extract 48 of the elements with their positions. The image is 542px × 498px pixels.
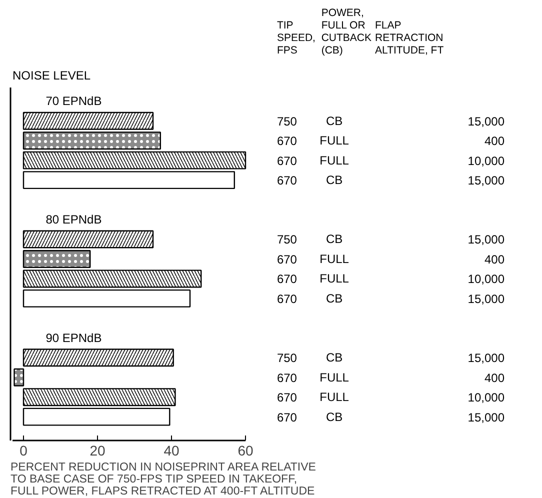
text: 15,000	[468, 174, 505, 188]
x-tick-label: 40	[164, 442, 180, 458]
text: CB	[326, 410, 343, 424]
text: 670	[276, 154, 298, 168]
text: 750	[276, 351, 298, 366]
x-tick-label: 0	[20, 442, 28, 458]
y-tick-label: 70 EPNdB	[46, 94, 102, 108]
text: 670	[276, 390, 298, 405]
text: FULL	[320, 252, 350, 266]
text: 670	[276, 292, 298, 306]
y-tick-label: 80 EPNdB	[46, 212, 102, 227]
text: 670	[276, 134, 298, 148]
text: CB	[326, 291, 343, 306]
text: CB	[326, 350, 343, 365]
text: TIP SPEED, FPS	[276, 20, 316, 57]
text: 15,000	[468, 114, 505, 128]
text: 750	[276, 232, 298, 247]
x-axis-title: PERCENT REDUCTION IN NOISEPRINT AREA RELATIVE TO BASE CASE OF 750-FPS TIP SPEED IN TAKEOFF, FULL POWER, FLAPS RETRACTED AT 400-FT ALTITUDE	[10, 462, 316, 498]
text: 10,000	[468, 272, 505, 286]
text: FULL	[320, 370, 350, 384]
text: 400	[484, 370, 505, 385]
y-tick-label: 90 EPNdB	[46, 330, 102, 345]
text: FULL	[320, 153, 350, 168]
text: CB	[326, 173, 343, 188]
text: FULL	[320, 390, 350, 404]
text: 670	[276, 370, 298, 385]
text: CB	[326, 232, 343, 246]
text: FULL	[320, 272, 350, 286]
text: 400	[484, 134, 505, 148]
text: 670	[276, 272, 298, 286]
text: 670	[276, 410, 298, 424]
y-axis-title: NOISE LEVEL	[12, 68, 91, 82]
text: FLAP RETRACTION ALTITUDE, FT	[375, 20, 444, 57]
text: 670	[276, 174, 298, 188]
text: 15,000	[468, 351, 505, 366]
x-tick-label: 60	[238, 442, 254, 458]
text: 15,000	[468, 292, 505, 306]
text: 400	[484, 252, 505, 266]
x-tick-label: 20	[90, 442, 106, 458]
text: 10,000	[468, 390, 505, 405]
text: 15,000	[468, 410, 505, 424]
text: POWER, FULL OR CUTBACK (CB)	[321, 6, 372, 57]
text: 750	[276, 114, 298, 128]
text: FULL	[320, 134, 350, 148]
text: 15,000	[468, 232, 505, 247]
text: 10,000	[468, 154, 505, 168]
text: CB	[326, 114, 343, 128]
text: 670	[276, 252, 298, 266]
